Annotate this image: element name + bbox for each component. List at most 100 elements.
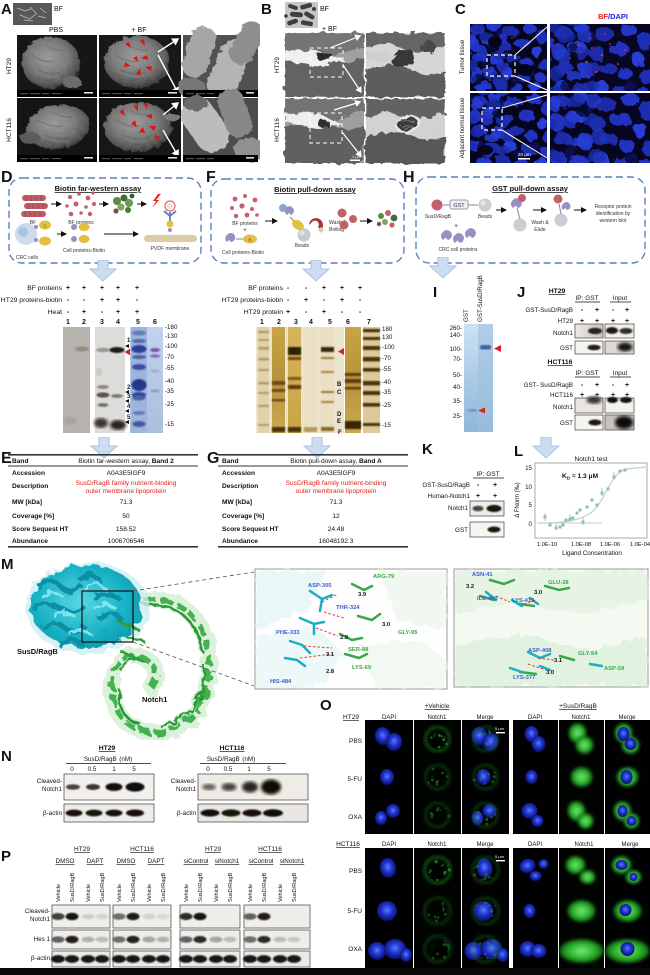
svg-text:24.48: 24.48 xyxy=(328,526,345,533)
svg-text:1.0E-08: 1.0E-08 xyxy=(571,542,591,548)
svg-text:Notch1 test: Notch1 test xyxy=(575,456,608,463)
svg-text:PBS: PBS xyxy=(349,738,363,745)
svg-text:Ligand Concentration: Ligand Concentration xyxy=(562,550,622,557)
svg-text:5: 5 xyxy=(529,502,533,509)
svg-text:A0A3E5IGF9: A0A3E5IGF9 xyxy=(317,470,356,477)
svg-text:100-: 100- xyxy=(450,346,462,353)
svg-text:-40: -40 xyxy=(382,379,392,386)
svg-text:0: 0 xyxy=(70,766,74,773)
svg-text:Merge: Merge xyxy=(476,842,494,848)
svg-text:Cleaved-: Cleaved- xyxy=(171,778,196,785)
svg-text:-70: -70 xyxy=(382,355,392,362)
svg-text:2: 2 xyxy=(277,319,281,326)
svg-text:0: 0 xyxy=(206,766,210,773)
svg-text:DMSO: DMSO xyxy=(56,858,75,865)
svg-text:5-FU: 5-FU xyxy=(348,908,363,915)
svg-text:BF: BF xyxy=(54,6,63,13)
svg-text:GST pull-down assay: GST pull-down assay xyxy=(492,184,569,193)
svg-text:Vehicle: Vehicle xyxy=(86,884,92,902)
svg-text:A0A3E5IGF9: A0A3E5IGF9 xyxy=(107,470,146,477)
svg-text:DAPI: DAPI xyxy=(528,842,542,848)
svg-text:SusD/RagB: SusD/RagB xyxy=(100,873,106,902)
svg-text:140-: 140- xyxy=(450,332,462,339)
svg-text:Notch1: Notch1 xyxy=(176,786,196,793)
svg-text:12: 12 xyxy=(332,513,340,520)
svg-text:+: + xyxy=(116,297,120,304)
svg-text:1.0E-04: 1.0E-04 xyxy=(630,542,650,548)
svg-text:-: - xyxy=(477,482,480,489)
svg-text:HT29: HT29 xyxy=(558,318,574,325)
svg-text:SusD/RagB (nM): SusD/RagB (nM) xyxy=(84,756,132,763)
svg-text:Vehicle: Vehicle xyxy=(56,884,62,902)
svg-text:71.3: 71.3 xyxy=(120,499,133,506)
svg-text:5 μm: 5 μm xyxy=(495,726,505,731)
svg-text:OXA: OXA xyxy=(348,946,362,953)
svg-text:Notch1: Notch1 xyxy=(574,842,594,848)
svg-text:BF proteins: BF proteins xyxy=(27,285,62,292)
svg-text:50: 50 xyxy=(122,513,130,520)
svg-text:Hes 1: Hes 1 xyxy=(34,936,51,943)
svg-text:Cleaved-: Cleaved- xyxy=(37,778,62,785)
svg-text:F: F xyxy=(338,430,342,436)
svg-text:2: 2 xyxy=(82,319,86,326)
svg-text:BF proteins: BF proteins xyxy=(68,220,94,226)
svg-text:GST-SusD/RagB: GST-SusD/RagB xyxy=(525,307,573,314)
svg-text:C: C xyxy=(337,390,342,396)
svg-text:-180: -180 xyxy=(165,324,178,331)
svg-text:MW [kDa]: MW [kDa] xyxy=(12,499,42,506)
svg-text:Vehicle: Vehicle xyxy=(248,884,254,902)
svg-text:Receptor protein: Receptor protein xyxy=(595,204,632,210)
svg-text:SusD/RagB: SusD/RagB xyxy=(131,873,137,902)
svg-text:Adjacent normal tissue: Adjacent normal tissue xyxy=(460,97,466,158)
svg-text:-35: -35 xyxy=(165,388,175,395)
svg-text:-100: -100 xyxy=(165,343,178,350)
svg-text:IP: GST: IP: GST xyxy=(575,370,598,377)
svg-text:Biotin pull-down assay: Biotin pull-down assay xyxy=(274,185,357,194)
svg-text:-: - xyxy=(287,297,290,304)
svg-text:Description: Description xyxy=(12,483,48,490)
svg-text:2.8: 2.8 xyxy=(326,669,335,675)
svg-text:+: + xyxy=(493,493,497,500)
svg-text:HIS-484: HIS-484 xyxy=(270,679,292,685)
svg-text:KD = 1.3 μM: KD = 1.3 μM xyxy=(562,473,599,481)
svg-text:HCT116: HCT116 xyxy=(550,392,573,399)
svg-text:-: - xyxy=(83,297,86,304)
svg-text:+: + xyxy=(358,285,362,292)
svg-text:HT29 proteins-biotin: HT29 proteins-biotin xyxy=(222,297,283,304)
svg-text:HCT116: HCT116 xyxy=(274,118,281,142)
svg-text:3.9: 3.9 xyxy=(358,592,367,598)
svg-text:DAPT: DAPT xyxy=(148,858,165,865)
svg-text:SusD/RagB (nM): SusD/RagB (nM) xyxy=(207,756,255,763)
svg-text:1: 1 xyxy=(247,766,251,773)
svg-text:Beads: Beads xyxy=(295,243,310,249)
svg-text:-: - xyxy=(305,285,308,292)
svg-text:HCT116: HCT116 xyxy=(548,359,573,366)
svg-text:3: 3 xyxy=(100,319,104,326)
svg-text:3.0: 3.0 xyxy=(546,670,554,676)
svg-text:HCT116: HCT116 xyxy=(336,841,360,848)
svg-text:HCT116: HCT116 xyxy=(130,846,154,853)
svg-text:Vehicle: Vehicle xyxy=(117,884,123,902)
svg-text:+: + xyxy=(116,285,120,292)
svg-text:SER-88: SER-88 xyxy=(348,647,369,653)
svg-text:Beads: Beads xyxy=(478,214,493,220)
svg-text:+: + xyxy=(476,493,480,500)
svg-text:3.1: 3.1 xyxy=(326,652,335,658)
svg-text:HT29: HT29 xyxy=(99,745,116,752)
svg-text:Biotin pull-down assay, Band A: Biotin pull-down assay, Band A xyxy=(290,458,382,465)
svg-text:HT29: HT29 xyxy=(74,846,90,853)
svg-text:+: + xyxy=(580,392,584,399)
svg-text:+: + xyxy=(135,285,139,292)
svg-text:IP: GST: IP: GST xyxy=(575,295,598,302)
svg-text:Score Sequest HT: Score Sequest HT xyxy=(222,526,278,533)
svg-text:-: - xyxy=(612,307,615,314)
svg-text:Wash &: Wash & xyxy=(329,220,347,226)
svg-text:HCT116: HCT116 xyxy=(258,846,282,853)
svg-text:SusD/RagB: SusD/RagB xyxy=(70,873,76,902)
svg-text:35-: 35- xyxy=(453,398,462,405)
svg-text:+ BF: + BF xyxy=(132,27,147,34)
svg-text:Notch1: Notch1 xyxy=(142,695,167,704)
svg-text:Notch1: Notch1 xyxy=(42,786,62,793)
svg-text:Notch1: Notch1 xyxy=(553,404,573,411)
svg-text:0.5: 0.5 xyxy=(88,766,97,773)
